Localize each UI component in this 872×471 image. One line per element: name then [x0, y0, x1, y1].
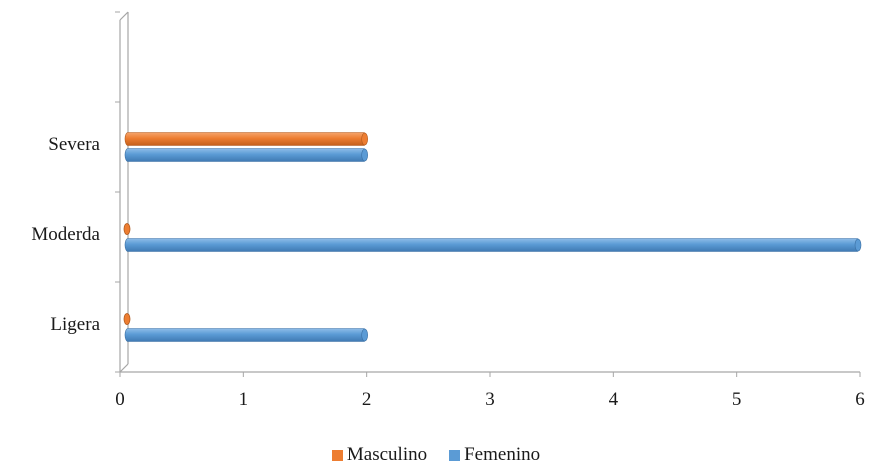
y-axis-top-edge	[119, 11, 129, 21]
x-tick-label: 6	[855, 389, 865, 410]
legend-swatch-masculino	[331, 449, 343, 461]
x-tick-label: 3	[485, 389, 495, 410]
legend-label-masculino: Masculino	[346, 444, 428, 465]
x-tick-label: 0	[115, 389, 125, 410]
legend-swatch-femenino	[449, 449, 461, 461]
corner-edge	[119, 363, 129, 373]
bar-masculino	[124, 132, 367, 146]
bar-femenino	[124, 238, 861, 252]
x-tick-label: 4	[609, 389, 619, 410]
bar-cap-masculino	[361, 132, 368, 146]
bar-femenino	[124, 328, 367, 342]
bars	[123, 132, 862, 342]
axes	[115, 11, 861, 377]
x-tick-label: 5	[732, 389, 742, 410]
bar-chart: 0 1 2 3 4 5 6 Ligera Moderda Severa	[31, 11, 865, 410]
bar-cap-femenino	[361, 148, 368, 162]
bar-femenino	[124, 148, 367, 162]
labels: 0 1 2 3 4 5 6 Ligera Moderda Severa	[31, 134, 864, 410]
bar-masculino	[123, 223, 131, 235]
legend-item-masculino: Masculino	[331, 444, 428, 466]
legend: Masculino Femenino	[0, 444, 872, 466]
category-label: Severa	[48, 134, 100, 155]
x-tick-label: 1	[239, 389, 249, 410]
x-tick-label: 2	[362, 389, 372, 410]
category-label: Ligera	[50, 314, 100, 335]
bar-cap-femenino	[361, 328, 368, 342]
legend-item-femenino: Femenino	[449, 444, 540, 466]
bar-cap-femenino	[854, 238, 862, 252]
legend-label-femenino: Femenino	[464, 444, 541, 465]
bar-masculino	[123, 313, 131, 325]
category-label: Moderda	[31, 224, 100, 245]
